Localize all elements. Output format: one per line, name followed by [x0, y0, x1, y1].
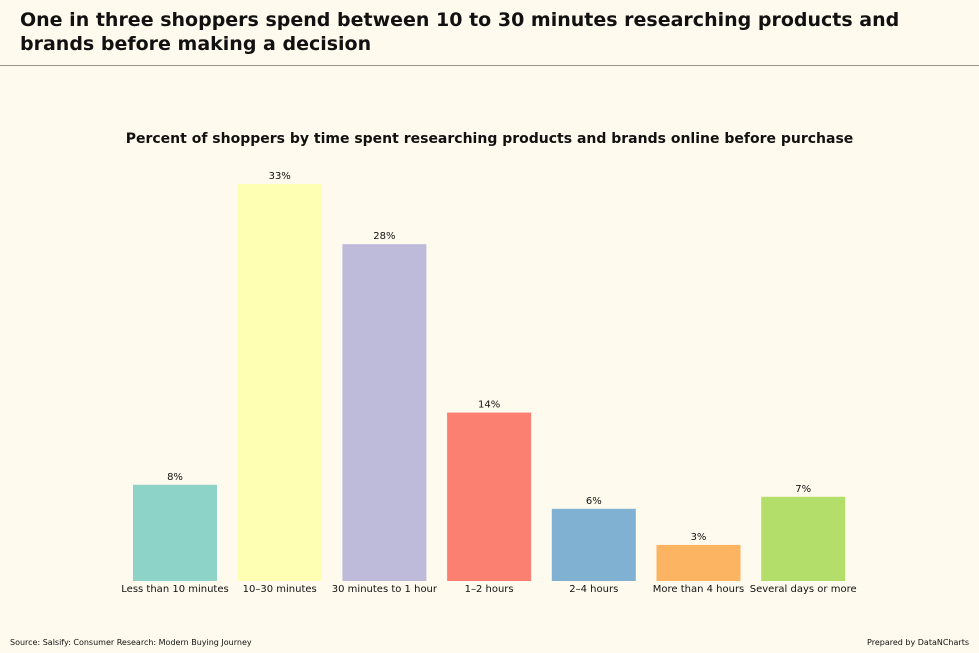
- bar-5: [551, 508, 636, 581]
- page-title: One in three shoppers spend between 10 t…: [20, 9, 900, 55]
- source-note: Source: Salsify: Consumer Research: Mode…: [10, 638, 252, 647]
- title-divider: [0, 65, 979, 66]
- bar-7: [761, 496, 846, 581]
- value-label-3: 28%: [373, 231, 395, 242]
- bar-1: [133, 484, 217, 581]
- bar-chart: 8% Less than 10 minutes 33% 10–30 minutes 28…: [121, 171, 857, 595]
- category-label-1: Less than 10 minutes: [121, 584, 228, 595]
- category-label-5: 2–4 hours: [569, 584, 618, 595]
- value-label-4: 14%: [478, 400, 500, 411]
- bar-3: [342, 244, 427, 581]
- bar-6: [656, 544, 741, 581]
- category-label-4: 1–2 hours: [465, 584, 514, 595]
- value-label-7: 7%: [795, 484, 811, 495]
- category-label-7: Several days or more: [750, 584, 857, 595]
- chart-title: Percent of shoppers by time spent resear…: [125, 131, 854, 147]
- value-label-5: 6%: [586, 496, 602, 507]
- value-label-2: 33%: [269, 171, 291, 182]
- value-label-1: 8%: [167, 472, 183, 483]
- bar-4: [447, 412, 532, 581]
- category-label-2: 10–30 minutes: [243, 584, 317, 595]
- bar-2: [237, 184, 322, 581]
- value-label-6: 3%: [691, 532, 707, 543]
- category-label-6: More than 4 hours: [653, 584, 745, 595]
- category-label-3: 30 minutes to 1 hour: [332, 584, 438, 595]
- credit-note: Prepared by DataNCharts: [867, 638, 969, 647]
